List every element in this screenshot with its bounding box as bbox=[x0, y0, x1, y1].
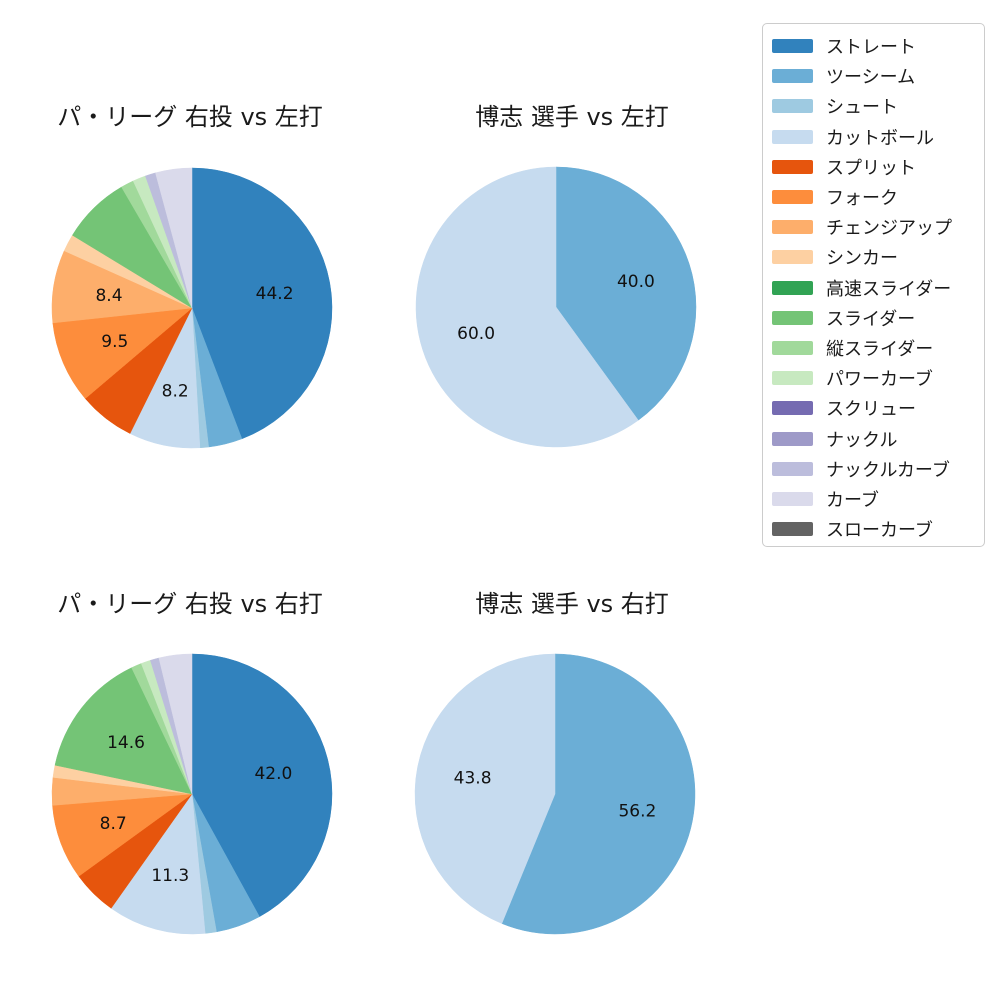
pie-percent-label: 60.0 bbox=[457, 324, 495, 344]
legend-label: スローカーブ bbox=[826, 520, 933, 542]
legend-label: カーブ bbox=[826, 489, 879, 511]
legend-label: 縦スライダー bbox=[826, 338, 934, 360]
legend-item: ナックルカーブ bbox=[763, 454, 984, 484]
pie-wedge bbox=[54, 667, 193, 795]
pie-percent-label: 42.0 bbox=[254, 764, 292, 784]
legend-label: フォーク bbox=[826, 188, 898, 210]
pie-percent-label: 40.0 bbox=[617, 272, 655, 292]
legend-item: チェンジアップ bbox=[763, 212, 984, 242]
legend-label: 高速スライダー bbox=[826, 278, 952, 300]
pie-percent-label: 11.3 bbox=[151, 866, 189, 886]
legend-swatch bbox=[772, 371, 813, 386]
legend-swatch bbox=[772, 491, 813, 506]
legend-item: スプリット bbox=[763, 152, 984, 182]
legend-swatch bbox=[772, 190, 813, 205]
chart-title-hiroshi-vs-rhb: 博志 選手 vs 右打 bbox=[475, 590, 669, 618]
pie-wedge bbox=[110, 793, 206, 935]
legend-item: シンカー bbox=[763, 242, 984, 272]
pie-percent-label: 43.8 bbox=[454, 769, 492, 789]
pie-percent-label: 14.6 bbox=[107, 733, 145, 753]
pie-chart-pa-right-vs-rhb: 42.0 11.3 8.7 14.6 bbox=[51, 653, 333, 935]
legend-item: フォーク bbox=[763, 182, 984, 212]
legend-swatch bbox=[772, 431, 813, 446]
legend-label: ナックル bbox=[826, 429, 898, 451]
legend-item: スクリュー bbox=[763, 393, 984, 423]
legend-swatch bbox=[772, 280, 813, 295]
pie-percent-label: 44.2 bbox=[256, 284, 294, 304]
legend-item: パワーカーブ bbox=[763, 363, 984, 393]
chart-title-pa-right-vs-rhb: パ・リーグ 右投 vs 右打 bbox=[57, 590, 323, 618]
legend-swatch bbox=[772, 522, 813, 537]
legend-box: ストレートツーシームシュートカットボール スプリットフォークチェンジアップ シンカー… bbox=[762, 23, 985, 547]
pie-percent-label: 9.5 bbox=[101, 332, 128, 352]
pie-chart-hiroshi-vs-rhb: 56.2 43.8 bbox=[414, 653, 696, 935]
pie-wedge bbox=[414, 653, 556, 924]
legend-swatch bbox=[772, 310, 813, 325]
legend-swatch bbox=[772, 69, 813, 84]
legend-item: ストレート bbox=[763, 31, 984, 61]
legend-label: カットボール bbox=[826, 127, 934, 149]
legend-swatch bbox=[772, 340, 813, 355]
pie-wedge bbox=[158, 653, 193, 795]
pie-percent-label: 8.2 bbox=[162, 381, 189, 401]
legend-label: ストレート bbox=[826, 37, 916, 59]
pie-percent-label: 8.4 bbox=[95, 286, 122, 306]
pie-chart-pa-right-vs-lhb: 44.2 8.2 9.5 8.4 bbox=[51, 167, 333, 449]
legend-item: 縦スライダー bbox=[763, 333, 984, 363]
pie-wedge bbox=[501, 653, 696, 935]
legend-item: ツーシーム bbox=[763, 61, 984, 91]
pie-wedge bbox=[415, 166, 639, 448]
legend-item: シュート bbox=[763, 91, 984, 121]
legend-label: ナックルカーブ bbox=[826, 459, 950, 481]
legend-item: ナックル bbox=[763, 423, 984, 453]
pie-wedge bbox=[555, 166, 697, 421]
legend-label: スライダー bbox=[826, 308, 916, 330]
legend-swatch bbox=[772, 250, 813, 265]
pie-wedge bbox=[52, 307, 193, 399]
pie-percent-label: 56.2 bbox=[618, 801, 656, 821]
legend-swatch bbox=[772, 99, 813, 114]
legend-swatch bbox=[772, 461, 813, 476]
legend-item: カットボール bbox=[763, 122, 984, 152]
legend-swatch bbox=[772, 220, 813, 235]
legend-label: パワーカーブ bbox=[826, 369, 933, 391]
pie-wedge bbox=[191, 167, 333, 440]
pie-percent-label: 8.7 bbox=[100, 814, 127, 834]
legend-item: スライダー bbox=[763, 303, 984, 333]
pie-wedge bbox=[191, 653, 333, 918]
legend-label: チェンジアップ bbox=[826, 218, 952, 240]
legend-label: スクリュー bbox=[826, 399, 916, 421]
legend-swatch bbox=[772, 401, 813, 416]
legend-label: シンカー bbox=[826, 248, 898, 270]
legend-item: スローカーブ bbox=[763, 514, 984, 544]
chart-title-hiroshi-vs-lhb: 博志 選手 vs 左打 bbox=[475, 103, 669, 131]
legend-item: 高速スライダー bbox=[763, 273, 984, 303]
pie-chart-hiroshi-vs-lhb: 40.0 60.0 bbox=[415, 166, 697, 448]
legend-label: ツーシーム bbox=[826, 67, 916, 89]
legend-label: スプリット bbox=[826, 157, 916, 179]
pie-wedge bbox=[155, 167, 193, 309]
legend-swatch bbox=[772, 129, 813, 144]
legend-item: カーブ bbox=[763, 484, 984, 514]
legend-label: シュート bbox=[826, 97, 898, 119]
chart-title-pa-right-vs-lhb: パ・リーグ 右投 vs 左打 bbox=[57, 103, 323, 131]
legend-swatch bbox=[772, 39, 813, 54]
legend-swatch bbox=[772, 159, 813, 174]
